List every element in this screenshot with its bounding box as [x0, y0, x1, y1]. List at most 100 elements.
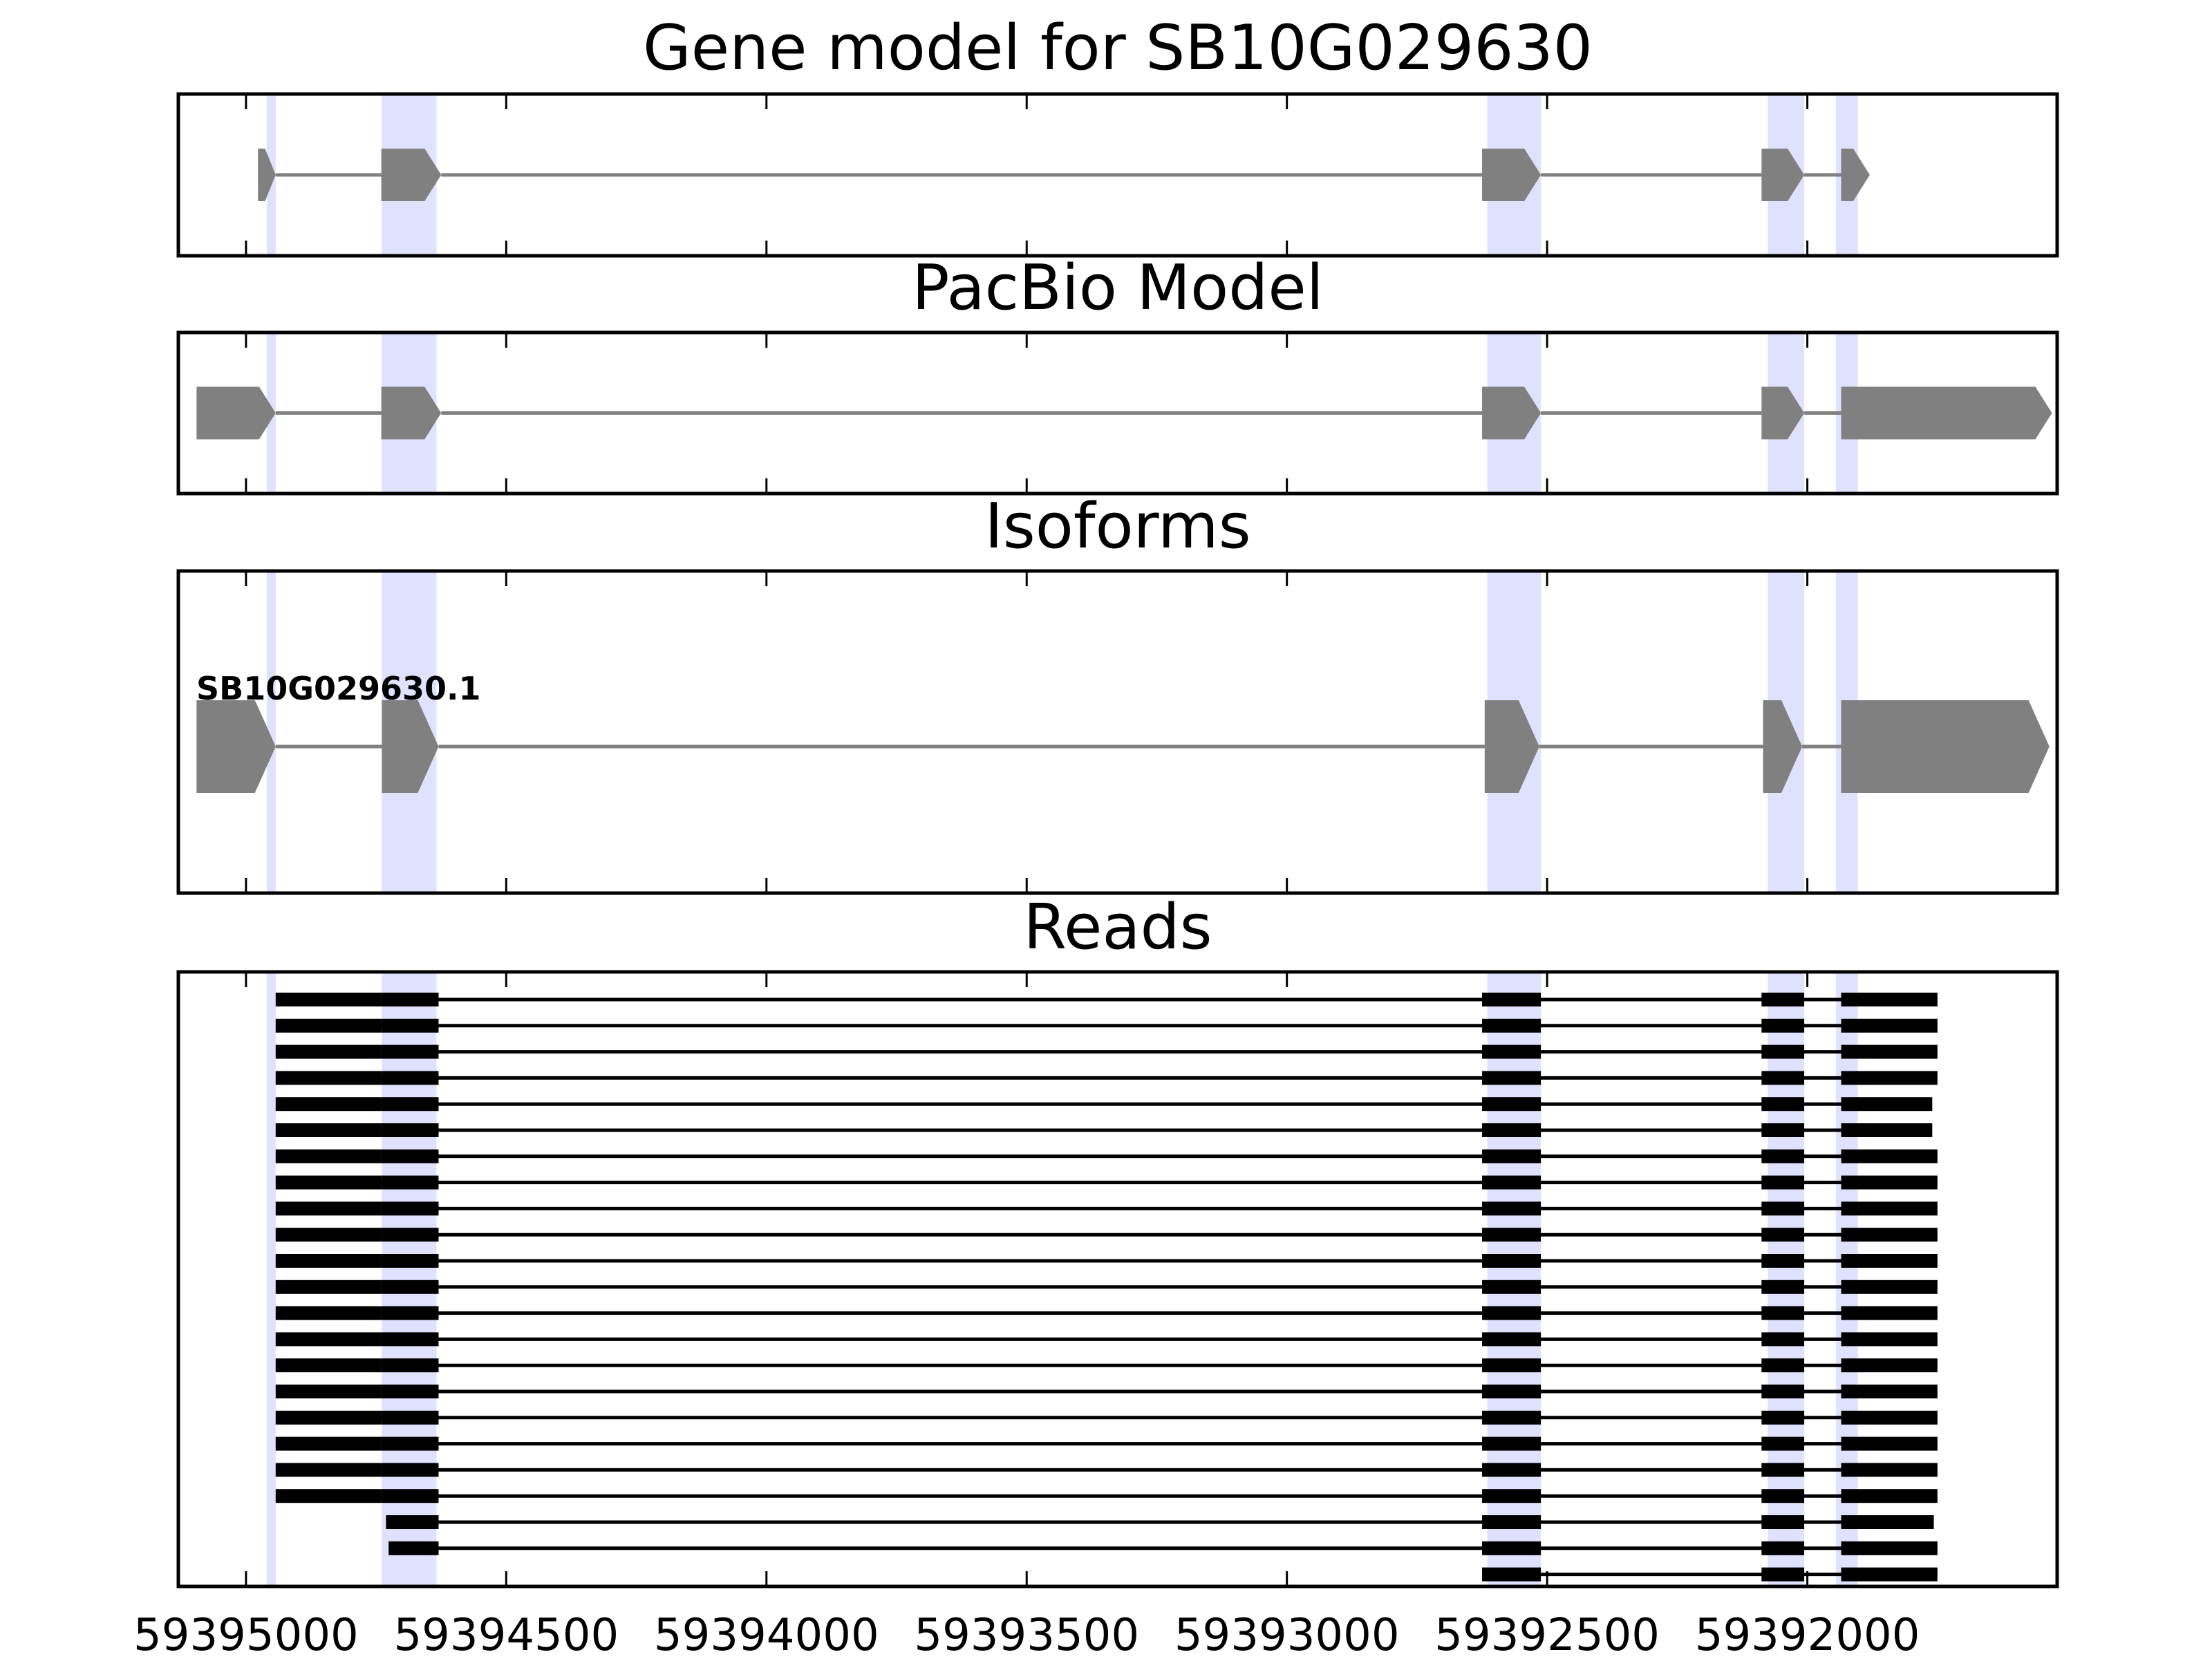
read-exon [386, 1515, 439, 1529]
read-exon [1841, 993, 1938, 1006]
read-exon [275, 1018, 382, 1033]
read-exon [1841, 1280, 1938, 1294]
read-exon [381, 1436, 439, 1451]
read-exon [1761, 1567, 1805, 1582]
read-exon [275, 1175, 382, 1190]
read-exon [275, 993, 382, 1006]
read-exon [275, 1332, 382, 1347]
read-exon [275, 1228, 382, 1242]
gene-exon [258, 149, 276, 201]
read-exon [1841, 1175, 1938, 1190]
x-tick-label: 59393500 [914, 1610, 1139, 1659]
read-exon [275, 1123, 382, 1137]
read-exon [381, 1071, 439, 1085]
read-exon [1841, 1385, 1938, 1398]
isoform-exon [1841, 700, 2050, 793]
gene-exon [1482, 386, 1541, 440]
read-exon [1841, 1044, 1938, 1059]
panel-frame [176, 330, 2059, 496]
read-exon [1482, 1097, 1541, 1112]
read-exon [275, 1280, 382, 1294]
read-row [275, 1436, 1938, 1451]
read-row [275, 1149, 1938, 1163]
isoform-exon [1763, 700, 1803, 793]
read-exon [1841, 1228, 1938, 1242]
read-exon [275, 1071, 382, 1085]
read-exon [275, 1489, 382, 1503]
x-tick-label: 59395000 [133, 1610, 359, 1659]
x-tick-label: 59392000 [1695, 1610, 1920, 1659]
panel-title: PacBio Model [912, 252, 1324, 324]
read-row [275, 1123, 1933, 1137]
read-exon [381, 1123, 439, 1137]
read-exon [1482, 1358, 1541, 1373]
read-exon [275, 1358, 382, 1373]
read-exon [381, 1201, 439, 1216]
read-exon [1482, 1018, 1541, 1033]
read-exon [1761, 1149, 1805, 1163]
read-exon [275, 1201, 382, 1216]
read-exon [1841, 1332, 1938, 1347]
read-exon [381, 1149, 439, 1163]
gene-exon [1841, 149, 1870, 201]
read-row [275, 1254, 1938, 1268]
read-exon [1761, 1280, 1805, 1294]
read-exon [1761, 1018, 1805, 1033]
read-exon [1841, 1201, 1938, 1216]
read-exon [275, 1385, 382, 1398]
read-exon [1841, 1463, 1938, 1477]
read-exon [275, 1410, 382, 1425]
panel-frame [176, 569, 2059, 895]
read-exon [1761, 1489, 1805, 1503]
highlight-region [266, 972, 276, 1586]
read-exon [1482, 1489, 1541, 1503]
read-row [275, 1332, 1938, 1347]
read-row [275, 1071, 1938, 1085]
panel-title: Isoforms [984, 490, 1250, 563]
read-exon [1761, 993, 1805, 1006]
read-exon [275, 1306, 382, 1320]
read-exon [381, 1306, 439, 1320]
read-exon [381, 1332, 439, 1347]
read-exon [381, 1385, 439, 1398]
isoform-exon [382, 700, 439, 793]
read-exon [1841, 1358, 1938, 1373]
read-exon [1482, 1175, 1541, 1190]
panel-frame [176, 92, 2059, 258]
read-exon [1482, 1280, 1541, 1294]
read-exon [1761, 1254, 1805, 1268]
panel-4: Reads [176, 891, 2059, 1588]
read-exon [275, 1436, 382, 1451]
read-exon [1761, 1306, 1805, 1320]
read-exon [1482, 1228, 1541, 1242]
read-exon [1841, 1306, 1938, 1320]
read-exon [1482, 1567, 1541, 1582]
read-row [275, 1489, 1938, 1503]
read-exon [275, 1254, 382, 1268]
read-exon [381, 1358, 439, 1373]
read-exon [1841, 1410, 1938, 1425]
read-exon [381, 1175, 439, 1190]
panel-title: Gene model for SB10G029630 [643, 12, 1593, 84]
read-exon [1841, 1567, 1938, 1582]
read-exon [275, 1097, 382, 1112]
read-exon [1761, 1541, 1805, 1555]
read-row [275, 1097, 1933, 1112]
read-exon [1841, 1018, 1938, 1033]
read-exon [1761, 1410, 1805, 1425]
read-exon [1761, 1044, 1805, 1059]
read-exon [1482, 1254, 1541, 1268]
read-exon [1482, 1385, 1541, 1398]
read-exon [1841, 1149, 1938, 1163]
read-exon [1482, 1044, 1541, 1059]
read-exon [1841, 1123, 1933, 1137]
read-exon [1841, 1541, 1938, 1555]
read-exon [1761, 1358, 1805, 1373]
gene-exon [1482, 149, 1541, 201]
isoform-exon [1484, 700, 1539, 793]
panel-3: Isoforms SB10G029630.1 [176, 490, 2059, 895]
read-exon [1841, 1436, 1938, 1451]
gene-exon [1761, 149, 1805, 201]
read-exon [1482, 1201, 1541, 1216]
